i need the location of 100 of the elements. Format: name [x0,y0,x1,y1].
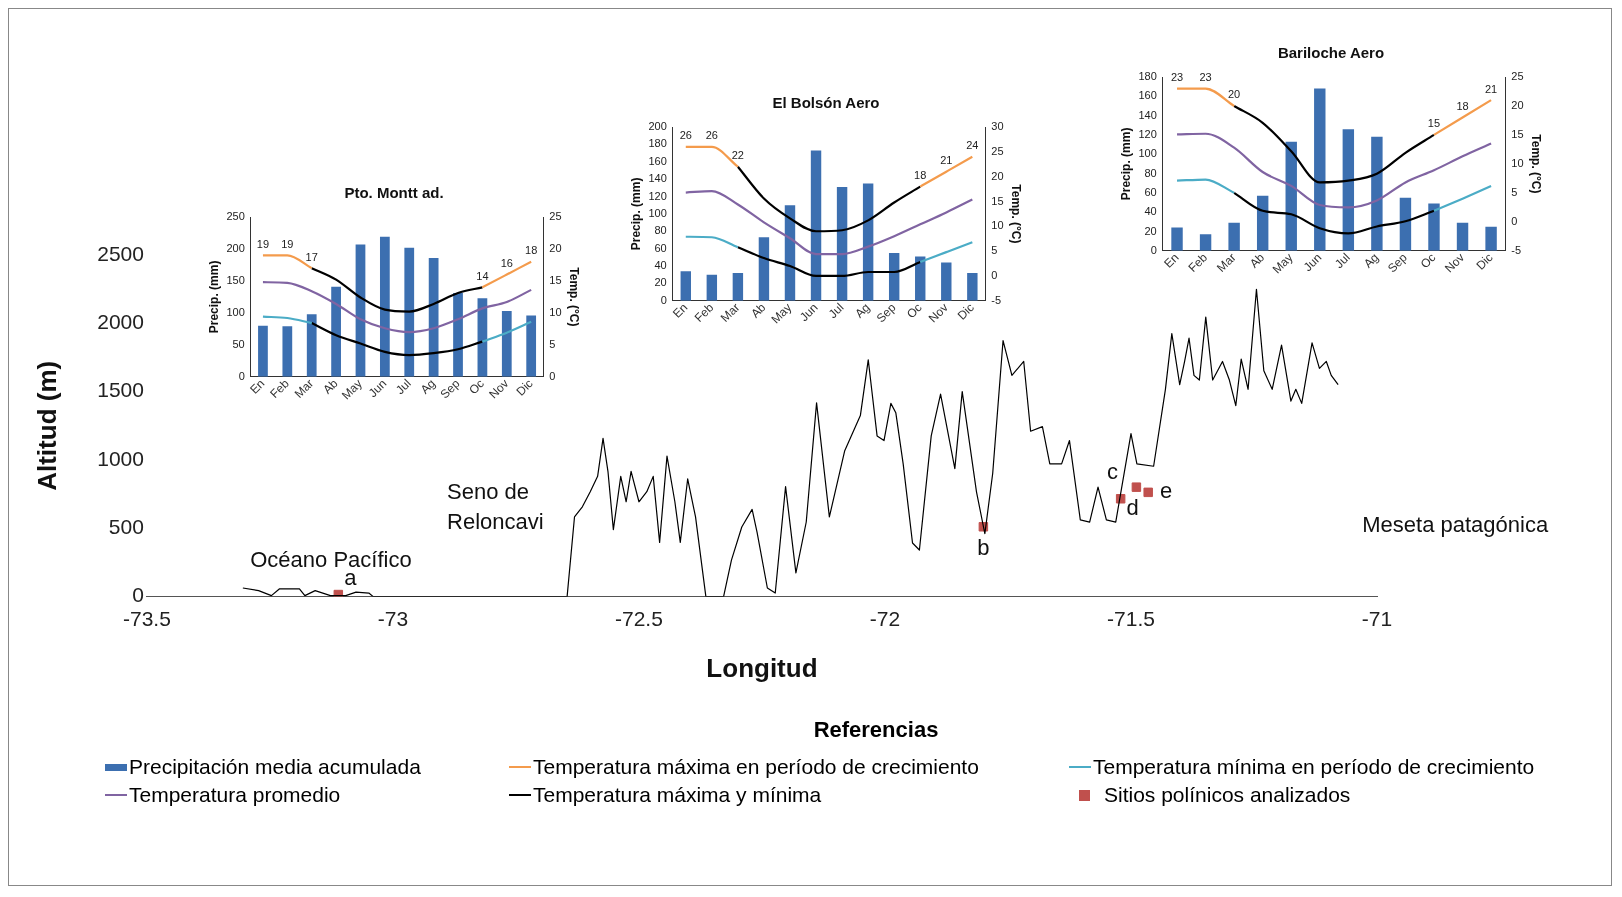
x-tick-label: Nov [486,376,512,402]
line-series [684,189,974,256]
y2-tick-label: 20 [991,169,1004,182]
data-label: 18 [525,244,538,257]
y-tick-label: 100 [226,305,245,318]
annotation: e [1160,478,1173,504]
x-tick-label: En [669,300,691,321]
legend-label: Precipitación media acumulada [129,755,421,779]
x-tick-label: Mar [291,376,317,401]
data-label: 15 [1427,117,1441,130]
y2-tick-label: 15 [991,194,1004,207]
line-series [736,246,922,278]
bar [1256,195,1269,251]
bar [836,186,848,301]
x-tick-label: Ab [1246,250,1268,271]
bar [282,326,293,377]
bar [1456,222,1469,251]
x-tick-label: Ab [320,376,341,397]
data-label: 19 [281,237,294,250]
x-tick-label: Sep [437,376,463,402]
y-tick-label: 120 [1138,127,1157,140]
x-tick-label: -72 [869,607,901,630]
y2-tick-label: 10 [1511,156,1524,169]
x-tick-label: Ab [748,300,769,321]
data-label: 21 [1484,82,1498,95]
y2-tick-label: 10 [549,305,562,318]
data-label: 16 [500,257,513,270]
bar [862,183,874,301]
x-tick-label: Sep [1384,250,1411,276]
x-tick-label: Oc [1417,250,1439,272]
y-tick-label: 0 [238,369,245,382]
y2-tick-label: 5 [1511,185,1518,198]
y2-tick-label: 15 [1511,127,1524,140]
legend-label: Temperatura máxima y mínima [533,783,822,807]
y-tick-label: 80 [654,224,667,237]
x-tick-label: Jun [796,300,821,325]
x-tick-label: -73 [377,607,409,630]
y-tick-label: 100 [1138,147,1157,160]
y2-tick-label: 0 [991,268,998,281]
x-tick-label: Oc [903,300,925,322]
bar [1171,227,1183,251]
x-tick-label: Feb [267,376,293,401]
line-series [261,281,533,334]
x-tick-label: Mar [1214,250,1239,275]
annotation: Meseta patagónica [1362,511,1549,537]
y-tick-label: 180 [1138,70,1157,83]
annotation: c [1106,459,1118,485]
legend-label: Temperatura promedio [129,783,341,807]
bar [1199,234,1212,251]
y-tick-label: 1000 [97,446,144,470]
bar [331,286,341,377]
y2-tick-label: 20 [549,241,562,254]
chart-title: Pto. Montt ad. [344,184,444,202]
y-tick-label: 160 [648,154,667,167]
data-label: 14 [476,269,489,282]
bar [1314,88,1326,251]
x-tick-label: Ag [417,376,439,397]
y-tick-label: 50 [232,337,245,350]
legend-label: Temperatura mínima en período de crecimiento [1093,755,1535,779]
x-tick-label: Jun [365,376,390,401]
data-label: 24 [966,139,979,152]
chart-title: Bariloche Aero [1277,44,1385,62]
y-axis-title: Precip. (mm) [1118,127,1133,201]
y-tick-label: 1500 [97,378,144,402]
x-tick-label: Feb [1185,250,1211,275]
y-tick-label: 100 [648,206,667,219]
bar [501,310,512,377]
bar [306,314,317,377]
y2-tick-label: -5 [1511,243,1522,256]
y-tick-label: 250 [226,210,245,223]
bar [680,271,691,301]
x-tick-label: -73.5 [122,607,171,630]
line-series [1233,191,1436,235]
y2-tick-label: 15 [549,273,562,286]
data-label: 18 [1456,100,1469,113]
bar [1485,226,1497,251]
bar [1399,197,1412,251]
y2-axis-title: Temp. (°C) [1529,134,1544,194]
y-tick-label: 20 [654,276,667,289]
y-tick-label: 0 [1150,243,1157,256]
data-label: 20 [1228,88,1241,101]
x-tick-label: Dic [954,300,977,323]
y-tick-label: 0 [132,583,144,607]
annotation: b [977,534,990,560]
y-tick-label: 2500 [97,241,144,265]
y-tick-label: 500 [108,515,144,539]
y-tick-label: 60 [654,241,667,254]
y-axis-title: Precip. (mm) [206,260,221,334]
y2-tick-label: 5 [991,244,998,257]
x-tick-label: May [339,376,365,403]
data-label: 26 [679,129,692,142]
y2-tick-label: -5 [991,293,1002,306]
y2-tick-label: 5 [549,337,556,350]
y-tick-label: 200 [648,120,667,133]
y2-axis-title: Temp. (°C) [1009,184,1024,244]
y-tick-label: 40 [1144,205,1157,218]
y2-tick-label: 20 [1511,99,1524,111]
y2-tick-label: 0 [1511,214,1518,227]
y-tick-label: 140 [648,172,667,185]
data-label: 17 [305,250,318,263]
